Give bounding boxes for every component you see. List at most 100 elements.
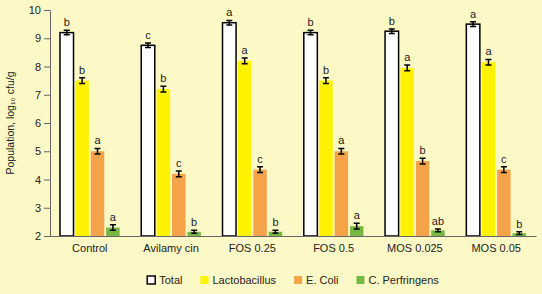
bar <box>335 151 349 236</box>
significance-letter: a <box>226 6 233 18</box>
legend-item: C. Perfringens <box>356 274 439 286</box>
y-tick: 4 <box>35 174 50 186</box>
y-tick: 3 <box>35 202 50 214</box>
y-tick: 8 <box>35 61 50 73</box>
x-tick-label: FOS 0.25 <box>229 242 276 254</box>
legend-item: Total <box>147 274 182 286</box>
significance-letter: b <box>307 16 313 28</box>
y-tick: 5 <box>35 145 50 157</box>
significance-letter: b <box>389 15 395 27</box>
error-bar <box>323 78 329 84</box>
error-bar <box>64 30 70 35</box>
y-tick-mark <box>44 180 50 181</box>
significance-letter: c <box>145 29 151 41</box>
error-bar <box>110 225 116 231</box>
significance-letter: a <box>354 209 361 221</box>
bar <box>157 89 171 236</box>
bar <box>253 170 267 236</box>
significance-letter: c <box>501 153 507 165</box>
y-tick-label: 10 <box>29 4 41 16</box>
y-axis-title: Population, log₁₀ cfu/g <box>4 71 16 174</box>
legend-swatch <box>294 276 302 284</box>
y-tick: 2 <box>35 230 50 242</box>
y-axis-line <box>50 11 51 237</box>
bar <box>172 174 186 236</box>
x-axis-line <box>51 236 537 237</box>
y-tick-label: 8 <box>35 61 41 73</box>
error-bar <box>95 148 101 154</box>
y-tick-label: 4 <box>35 174 41 186</box>
y-tick-label: 7 <box>35 89 41 101</box>
error-bar <box>79 78 85 84</box>
legend-label: Lactobacillus <box>212 274 276 286</box>
y-tick-label: 5 <box>35 145 41 157</box>
significance-letter: b <box>191 216 197 228</box>
error-bar <box>176 171 182 177</box>
x-tick-label: MOS 0.05 <box>471 242 521 254</box>
error-bar <box>485 59 491 65</box>
y-tick: 10 <box>29 4 50 16</box>
error-bar <box>145 43 151 48</box>
y-tick-mark <box>44 95 50 96</box>
error-bar <box>516 232 522 235</box>
error-bar <box>435 229 441 232</box>
y-tick-mark <box>44 151 50 152</box>
legend-item: Lactobacillus <box>200 274 276 286</box>
error-bar <box>257 167 263 173</box>
x-tick-label: MOS 0.025 <box>387 242 443 254</box>
error-bar <box>338 148 344 154</box>
significance-letter: a <box>110 211 117 223</box>
y-tick-label: 3 <box>35 202 41 214</box>
legend-label: Total <box>159 274 182 286</box>
y-tick: 9 <box>35 32 50 44</box>
bar <box>497 170 511 236</box>
significance-letter: a <box>470 8 477 20</box>
significance-letter: b <box>420 144 426 156</box>
error-bar <box>420 158 426 164</box>
y-tick-label: 6 <box>35 117 41 129</box>
error-bar <box>389 29 395 34</box>
bar <box>400 68 414 236</box>
bar <box>141 45 155 236</box>
y-tick-mark <box>44 67 50 68</box>
error-bar <box>226 20 232 25</box>
legend-label: E. Coli <box>306 274 338 286</box>
y-tick-label: 2 <box>35 230 41 242</box>
y-tick-label: 9 <box>35 32 41 44</box>
significance-letter: a <box>404 51 411 63</box>
y-tick-mark <box>44 123 50 124</box>
y-tick-mark <box>44 10 50 11</box>
error-bar <box>191 230 197 233</box>
error-bar <box>404 65 410 71</box>
y-tick-mark <box>44 38 50 39</box>
legend-swatch <box>147 276 155 284</box>
significance-letter: b <box>323 64 329 76</box>
significance-letter: a <box>485 45 492 57</box>
bar <box>385 31 399 236</box>
letters: bcabbabbabaaaccabcabbaabb <box>64 6 523 229</box>
significance-letter: a <box>94 134 101 146</box>
bar <box>466 24 480 236</box>
x-tick-label: FOS 0.5 <box>313 242 354 254</box>
significance-letter: b <box>516 218 522 230</box>
x-tick-label: Avilamy cin <box>143 242 198 254</box>
error-bar <box>272 230 278 233</box>
significance-letter: b <box>79 64 85 76</box>
bar <box>304 33 318 236</box>
x-tick: Control <box>72 236 107 254</box>
significance-letter: c <box>176 157 182 169</box>
x-tick-label: Control <box>72 242 107 254</box>
error-bar <box>501 167 507 173</box>
significance-letter: b <box>272 216 278 228</box>
bar <box>238 61 252 236</box>
error-bar <box>160 86 166 92</box>
significance-letter: b <box>64 16 70 28</box>
y-tick: 7 <box>35 89 50 101</box>
x-tick: FOS 0.25 <box>229 236 276 254</box>
significance-letter: a <box>242 44 249 56</box>
significance-letter: a <box>338 134 345 146</box>
chart: 2 3 4 5 6 7 8 9 10 Control Avilamy cin FOS 0.25 FOS … <box>0 0 542 294</box>
bar <box>60 33 74 236</box>
bar <box>319 81 333 236</box>
significance-letter: c <box>257 153 263 165</box>
